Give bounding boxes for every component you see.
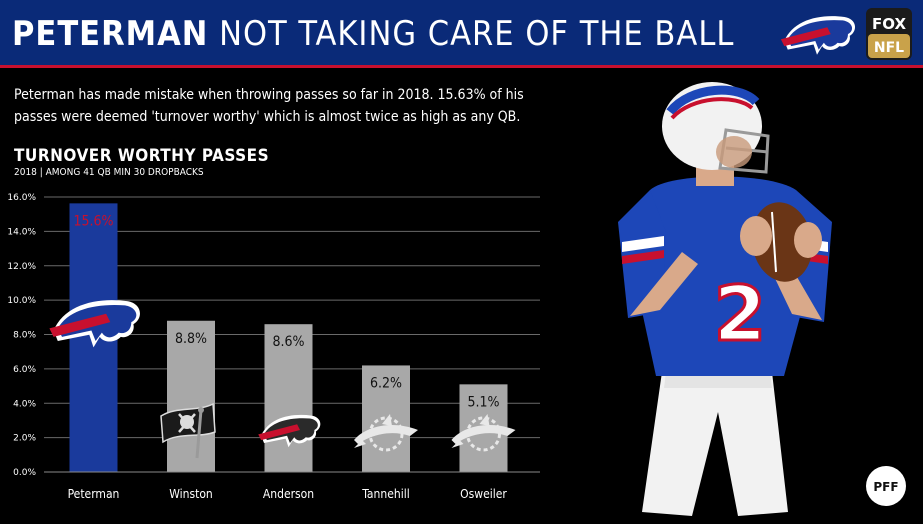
- chart-subtitle: 2018 | AMONG 41 QB MIN 30 DROPBACKS: [14, 167, 204, 178]
- page-title: PETERMAN NOT TAKING CARE OF THE BALL: [12, 14, 734, 54]
- data-label: 5.1%: [468, 394, 500, 410]
- data-label: 15.6%: [73, 213, 113, 229]
- bar: [167, 320, 215, 472]
- bar: [362, 365, 410, 472]
- bar-chart: 0.0% 2.0% 4.0% 6.0% 8.0% 10.0% 12.0% 14.0% 16.0%…: [7, 193, 540, 501]
- category-label: Winston: [169, 487, 213, 501]
- pff-logo-text: PFF: [873, 480, 898, 494]
- y-tick-label: 0.0%: [13, 468, 36, 478]
- category-label: Tannehill: [361, 487, 409, 501]
- chart-title: TURNOVER WORTHY PASSES: [14, 146, 270, 166]
- category-label: Peterman: [68, 487, 120, 501]
- y-tick-label: 16.0%: [7, 193, 36, 203]
- bills-logo-icon: [49, 300, 140, 348]
- title-player-name: PETERMAN: [12, 14, 209, 54]
- y-tick-label: 6.0%: [13, 365, 36, 375]
- jersey-number: 2: [714, 269, 767, 358]
- data-label: 6.2%: [370, 375, 402, 391]
- bills-logo-icon: [258, 414, 321, 448]
- bills-logo-icon: [780, 16, 856, 55]
- y-tick-label: 12.0%: [7, 262, 36, 272]
- y-tick-label: 8.0%: [13, 331, 36, 341]
- category-label: Anderson: [263, 487, 314, 501]
- buccaneers-flag-icon: [160, 402, 216, 459]
- header-bar: PETERMAN NOT TAKING CARE OF THE BALL FOX…: [0, 0, 923, 68]
- description-text: Peterman has made mistake when throwing …: [14, 87, 524, 125]
- fox-nfl-badge: FOX NFL: [864, 6, 914, 62]
- title-rest: NOT TAKING CARE OF THE BALL: [208, 14, 735, 54]
- data-label: 8.6%: [273, 334, 305, 350]
- y-tick-label: 10.0%: [7, 296, 36, 306]
- dolphins-logo-icon: [451, 414, 516, 452]
- y-tick-label: 14.0%: [7, 227, 36, 237]
- data-label: 8.8%: [175, 331, 207, 347]
- player-photo: 2: [618, 82, 832, 516]
- nfl-badge-text: NFL: [874, 40, 904, 56]
- category-label: Osweiler: [460, 487, 507, 501]
- y-tick-label: 4.0%: [13, 399, 36, 409]
- dolphins-logo-icon: [354, 414, 418, 452]
- y-tick-label: 2.0%: [13, 434, 36, 444]
- bar: [264, 324, 313, 472]
- fox-badge-text: FOX: [872, 15, 906, 33]
- pff-logo-icon: PFF: [864, 464, 908, 508]
